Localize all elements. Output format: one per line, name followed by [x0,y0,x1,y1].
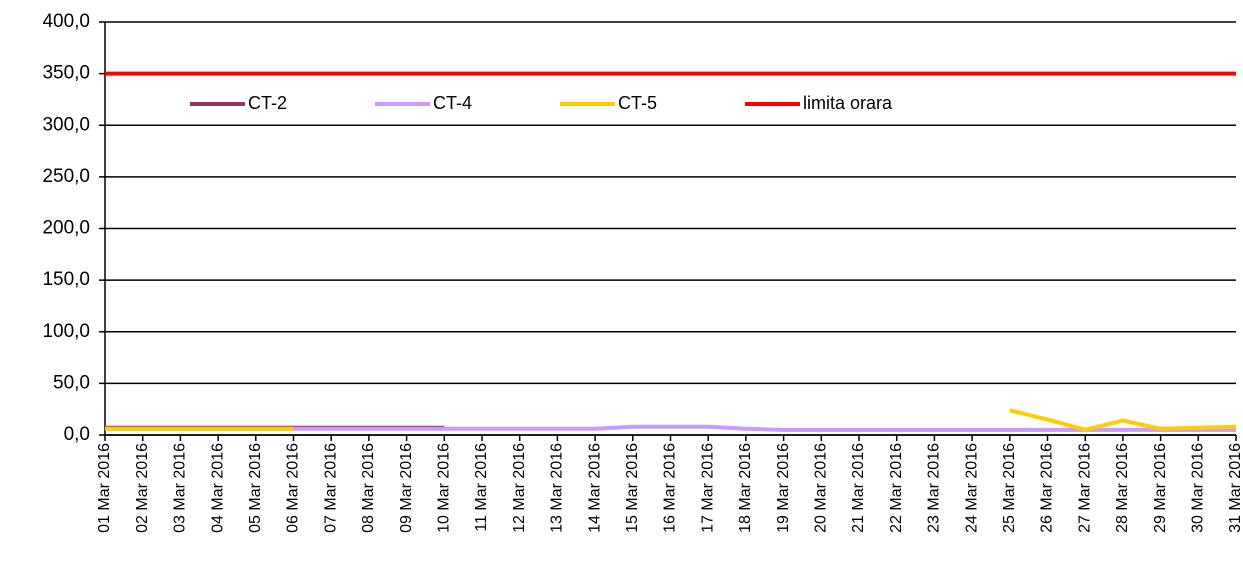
x-tick-label: 08 Mar 2016 [360,443,377,533]
y-tick-label: 100,0 [42,321,90,342]
y-tick-label: 400,0 [42,11,90,32]
legend-label: CT-4 [433,93,472,113]
x-tick-label: 25 Mar 2016 [1001,443,1018,533]
x-tick-label: 31 Mar 2016 [1227,443,1243,533]
x-tick-label: 24 Mar 2016 [963,443,980,533]
y-tick-label: 250,0 [42,166,90,187]
x-tick-label: 09 Mar 2016 [398,443,415,533]
x-tick-label: 03 Mar 2016 [172,443,189,533]
y-tick-label: 300,0 [42,114,90,135]
x-tick-label: 02 Mar 2016 [134,443,151,533]
x-tick-label: 15 Mar 2016 [624,443,641,533]
legend-label: CT-2 [248,93,287,113]
x-tick-label: 28 Mar 2016 [1114,443,1131,533]
y-tick-label: 150,0 [42,269,90,290]
x-tick-label: 13 Mar 2016 [549,443,566,533]
x-tick-label: 30 Mar 2016 [1190,443,1207,533]
y-tick-label: 200,0 [42,218,90,239]
x-tick-label: 22 Mar 2016 [888,443,905,533]
x-tick-label: 18 Mar 2016 [737,443,754,533]
x-tick-label: 05 Mar 2016 [247,443,264,533]
x-tick-label: 12 Mar 2016 [511,443,528,533]
x-tick-label: 10 Mar 2016 [436,443,453,533]
x-tick-label: 16 Mar 2016 [662,443,679,533]
legend-label: CT-5 [618,93,657,113]
x-tick-label: 07 Mar 2016 [322,443,339,533]
x-tick-label: 26 Mar 2016 [1039,443,1056,533]
y-tick-label: 0,0 [64,424,90,445]
x-tick-label: 14 Mar 2016 [586,443,603,533]
x-tick-label: 17 Mar 2016 [699,443,716,533]
x-tick-label: 21 Mar 2016 [850,443,867,533]
x-tick-label: 11 Mar 2016 [473,443,490,532]
x-tick-label: 29 Mar 2016 [1152,443,1169,533]
series-line [105,408,1237,432]
x-tick-label: 27 Mar 2016 [1076,443,1093,533]
legend-label: limita orara [803,93,893,113]
y-tick-label: 50,0 [53,372,90,393]
x-tick-label: 06 Mar 2016 [285,443,302,533]
x-tick-label: 23 Mar 2016 [926,443,943,533]
x-tick-label: 04 Mar 2016 [209,443,226,533]
y-tick-label: 350,0 [42,63,90,84]
x-tick-label: 20 Mar 2016 [813,443,830,533]
x-tick-label: 01 Mar 2016 [96,443,113,533]
x-tick-label: 19 Mar 2016 [775,443,792,533]
